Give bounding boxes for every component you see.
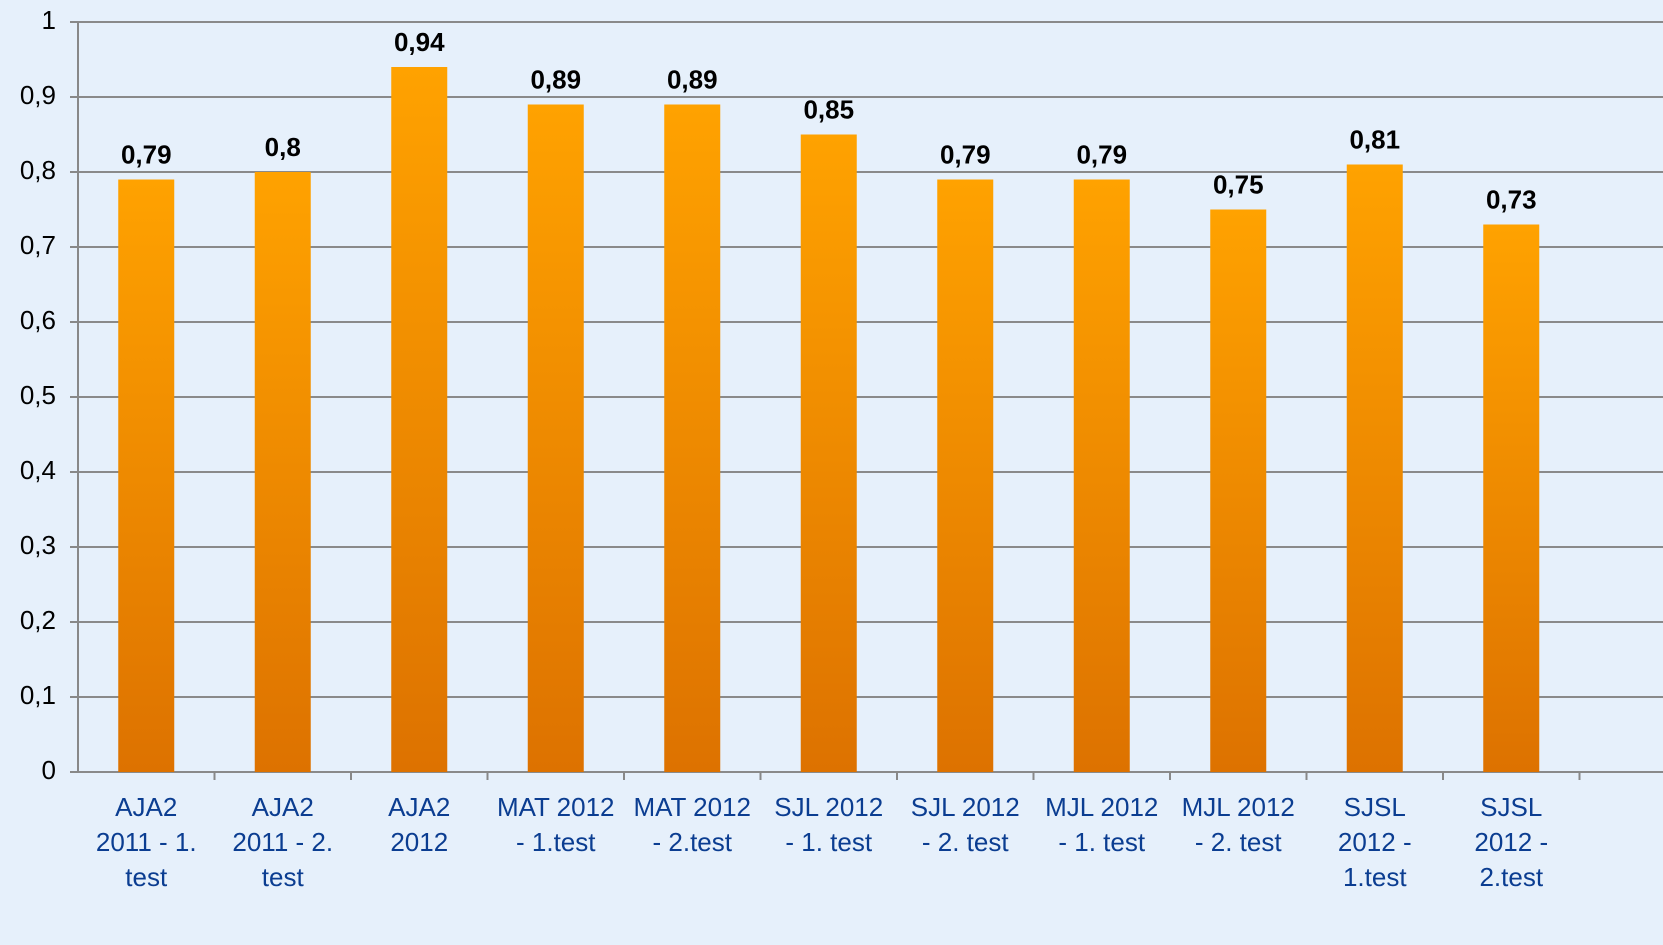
data-label: 0,94 — [394, 27, 445, 57]
x-tick-label: AJA2 2011 - 1. test — [95, 792, 197, 892]
bar — [800, 134, 857, 772]
data-label: 0,75 — [1213, 170, 1264, 200]
bar — [1346, 164, 1403, 772]
y-tick-label: 0,1 — [20, 680, 56, 710]
x-tick-label: SJL 2012 - 2. test — [910, 792, 1020, 857]
data-label: 0,79 — [121, 140, 172, 170]
data-label: 0,79 — [940, 140, 991, 170]
x-tick-label: AJA2 2012 — [388, 792, 451, 857]
bar — [937, 179, 994, 772]
x-tick-label: MAT 2012 - 2.test — [633, 792, 752, 857]
y-tick-label: 0,6 — [20, 305, 56, 335]
x-tick-label: SJL 2012 - 1. test — [774, 792, 884, 857]
x-tick-label: MJL 2012 - 1. test — [1045, 792, 1159, 857]
x-tick-label: AJA2 2011 - 2. test — [232, 792, 334, 892]
x-tick-label: MJL 2012 - 2. test — [1181, 792, 1295, 857]
data-label: 0,73 — [1486, 185, 1537, 215]
x-tick-label: SJSL 2012 - 1.test — [1337, 792, 1412, 892]
data-label: 0,89 — [667, 65, 718, 95]
y-tick-label: 0,7 — [20, 230, 56, 260]
bar — [118, 179, 175, 772]
y-tick-label: 0,3 — [20, 530, 56, 560]
y-tick-label: 1 — [42, 5, 56, 35]
data-label: 0,85 — [803, 95, 854, 125]
data-label: 0,8 — [265, 132, 301, 162]
x-tick-label: MAT 2012 - 1.test — [496, 792, 615, 857]
bar — [1210, 209, 1267, 772]
data-label: 0,89 — [530, 65, 581, 95]
y-tick-label: 0,8 — [20, 155, 56, 185]
data-label: 0,81 — [1349, 125, 1400, 155]
bar — [391, 67, 448, 772]
x-tick-label: SJSL 2012 - 2.test — [1474, 792, 1549, 892]
y-tick-label: 0 — [42, 755, 56, 785]
bar — [527, 104, 584, 772]
bar — [1483, 224, 1540, 772]
bar — [1073, 179, 1130, 772]
y-tick-label: 0,5 — [20, 380, 56, 410]
y-tick-label: 0,9 — [20, 80, 56, 110]
y-tick-label: 0,4 — [20, 455, 56, 485]
bar — [664, 104, 721, 772]
data-label: 0,79 — [1076, 140, 1127, 170]
bar — [254, 172, 311, 772]
y-tick-label: 0,2 — [20, 605, 56, 635]
